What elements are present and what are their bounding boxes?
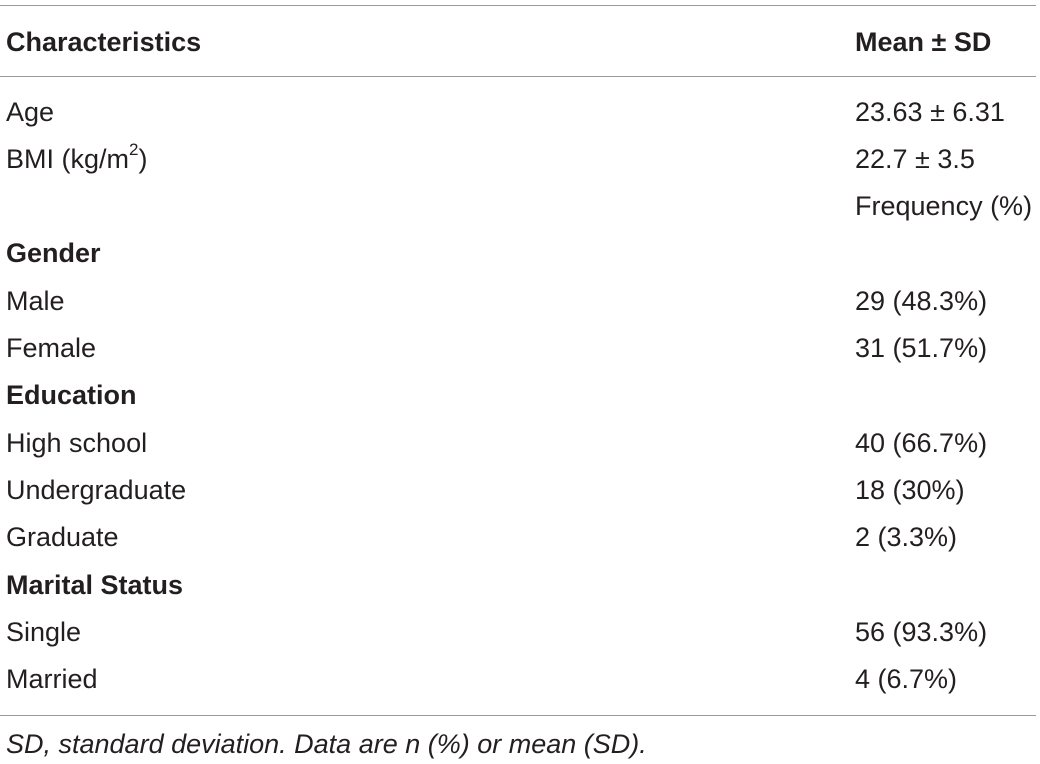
- row-label: BMI (kg/m2): [6, 137, 147, 181]
- row-value: 18 (30%): [855, 475, 965, 505]
- row-value: 23.63 ± 6.31: [855, 97, 1005, 127]
- table-row-married: Married 4 (6.7%): [0, 657, 1040, 701]
- row-value: 29 (48.3%): [855, 286, 988, 316]
- row-value: 40 (66.7%): [855, 428, 988, 458]
- row-label: Female: [6, 333, 97, 363]
- header-characteristics: Characteristics: [6, 27, 202, 57]
- table-row-age: Age 23.63 ± 6.31: [0, 90, 1040, 134]
- section-label: Marital Status: [6, 570, 184, 600]
- table-row-frequency-header: Frequency (%): [0, 184, 1040, 228]
- table-row-bmi: BMI (kg/m2) 22.7 ± 3.5: [0, 137, 1040, 181]
- table-row-male: Male 29 (48.3%): [0, 279, 1040, 323]
- table-row-graduate: Graduate 2 (3.3%): [0, 515, 1040, 559]
- table-row-undergraduate: Undergraduate 18 (30%): [0, 468, 1040, 512]
- row-label: Age: [6, 97, 55, 127]
- header-mean-sd: Mean ± SD: [855, 27, 992, 57]
- table-row-single: Single 56 (93.3%): [0, 610, 1040, 654]
- row-label-superscript: 2: [129, 140, 139, 159]
- table-row-female: Female 31 (51.7%): [0, 326, 1040, 370]
- row-label: Single: [6, 617, 82, 647]
- table-section-marital-status: Marital Status: [0, 563, 1040, 607]
- table-top-rule: [0, 5, 1036, 6]
- table-section-education: Education: [0, 373, 1040, 417]
- row-label-main: BMI (kg/m: [6, 144, 130, 174]
- table-row-high-school: High school 40 (66.7%): [0, 421, 1040, 465]
- section-label: Education: [6, 380, 137, 410]
- row-value: 2 (3.3%): [855, 522, 958, 552]
- table-footnote: SD, standard deviation. Data are n (%) o…: [6, 729, 647, 759]
- row-value: 4 (6.7%): [855, 664, 958, 694]
- section-label: Gender: [6, 238, 101, 268]
- table-header-row: Characteristics Mean ± SD: [0, 20, 1040, 64]
- row-value: 56 (93.3%): [855, 617, 988, 647]
- row-label: Male: [6, 286, 65, 316]
- row-value: 31 (51.7%): [855, 333, 988, 363]
- table-section-gender: Gender: [0, 231, 1040, 275]
- row-label: Undergraduate: [6, 475, 187, 505]
- row-label: Married: [6, 664, 98, 694]
- table-bottom-rule: [0, 715, 1036, 716]
- row-label: High school: [6, 428, 148, 458]
- row-label-tail: ): [138, 144, 148, 174]
- row-label: Graduate: [6, 522, 119, 552]
- row-value: Frequency (%): [855, 191, 1033, 221]
- row-value: 22.7 ± 3.5: [855, 144, 975, 174]
- table-header-rule: [0, 76, 1036, 77]
